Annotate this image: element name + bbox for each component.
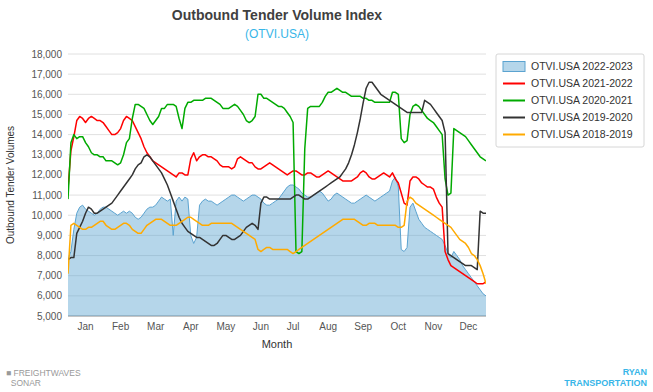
annotation: RYANTRANSPORTATION [564,367,647,388]
grid-line [68,174,486,175]
grid-line [68,114,486,115]
x-tick-label: Sep [354,321,372,332]
series-line [68,88,486,253]
legend-swatch [503,117,525,119]
annotation-line: SONAR [6,378,41,388]
series-line [68,116,486,283]
series-line [68,82,486,269]
y-tick-label: 6,000 [37,290,62,301]
x-tick-label: Apr [183,321,199,332]
y-tick-label: 7,000 [37,270,62,281]
legend: OTVI.USA 2022-2023 OTVI.USA 2021-2022 OTVI… [496,54,644,147]
legend-swatch [503,134,525,136]
x-tick-label: Jul [287,321,300,332]
y-tick-label: 5,000 [37,311,62,322]
x-tick-label: Mar [147,321,165,332]
y-tick-label: 8,000 [37,250,62,261]
y-tick-label: 18,000 [31,49,62,60]
y-tick-label: 13,000 [31,149,62,160]
legend-frame [496,54,644,147]
legend-label: OTVI.USA 2020-2021 [531,94,633,106]
legend-label: OTVI.USA 2019-2020 [531,111,633,123]
grid-line [68,195,486,196]
x-tick-label: Dec [460,321,478,332]
x-tick-label: Jun [253,321,269,332]
legend-label: OTVI.USA 2021-2022 [531,77,633,89]
x-tick-label: Jan [77,321,93,332]
legend-swatch [503,83,525,85]
chart: 5,000 6,000 7,000 8,000 9,000 10,000 11,000 12,… [0,0,653,392]
y-tick-label: 17,000 [31,69,62,80]
legend-swatch [503,62,525,72]
subtitle: (OTVI.USA) [245,27,309,41]
y-tick-label: 14,000 [31,129,62,140]
area-fill [68,177,486,316]
series-line [68,197,486,284]
x-tick-label: Oct [391,321,407,332]
annotation-line: ■ FREIGHTWAVES [6,368,81,378]
x-tick-label: May [216,321,235,332]
y-tick-label: 12,000 [31,169,62,180]
y-tick-label: 11,000 [32,190,62,201]
y-tick-label: 9,000 [37,230,62,241]
x-axis: Jan Feb Mar Apr May Jun Jul Aug Sep Oct Nov Dec [77,321,477,332]
y-tick-label: 16,000 [31,89,62,100]
annotation: ■ FREIGHTWAVES SONAR [6,368,81,389]
x-axis-label: Month [262,338,293,350]
grid-line [68,154,486,155]
x-tick-label: Feb [112,321,130,332]
legend-swatch [503,100,525,102]
y-tick-label: 10,000 [31,210,62,221]
x-tick-label: Nov [424,321,442,332]
grid-line [68,74,486,75]
y-axis: 5,000 6,000 7,000 8,000 9,000 10,000 11,000 12,… [31,49,486,322]
annotation-line: TRANSPORTATION [564,378,647,388]
legend-label: OTVI.USA 2018-2019 [531,128,633,140]
grid-line [68,54,486,55]
legend-label: OTVI.USA 2022-2023 [531,60,633,72]
y-tick-label: 15,000 [31,109,62,120]
annotation-line: RYAN [623,367,647,377]
area-line [68,177,486,296]
title: Outbound Tender Volume Index [172,7,382,23]
plot-area [68,82,486,316]
y-axis-label: Outbound Tender Volumes [5,126,16,244]
x-tick-label: Aug [319,321,337,332]
grid-line [68,94,486,95]
